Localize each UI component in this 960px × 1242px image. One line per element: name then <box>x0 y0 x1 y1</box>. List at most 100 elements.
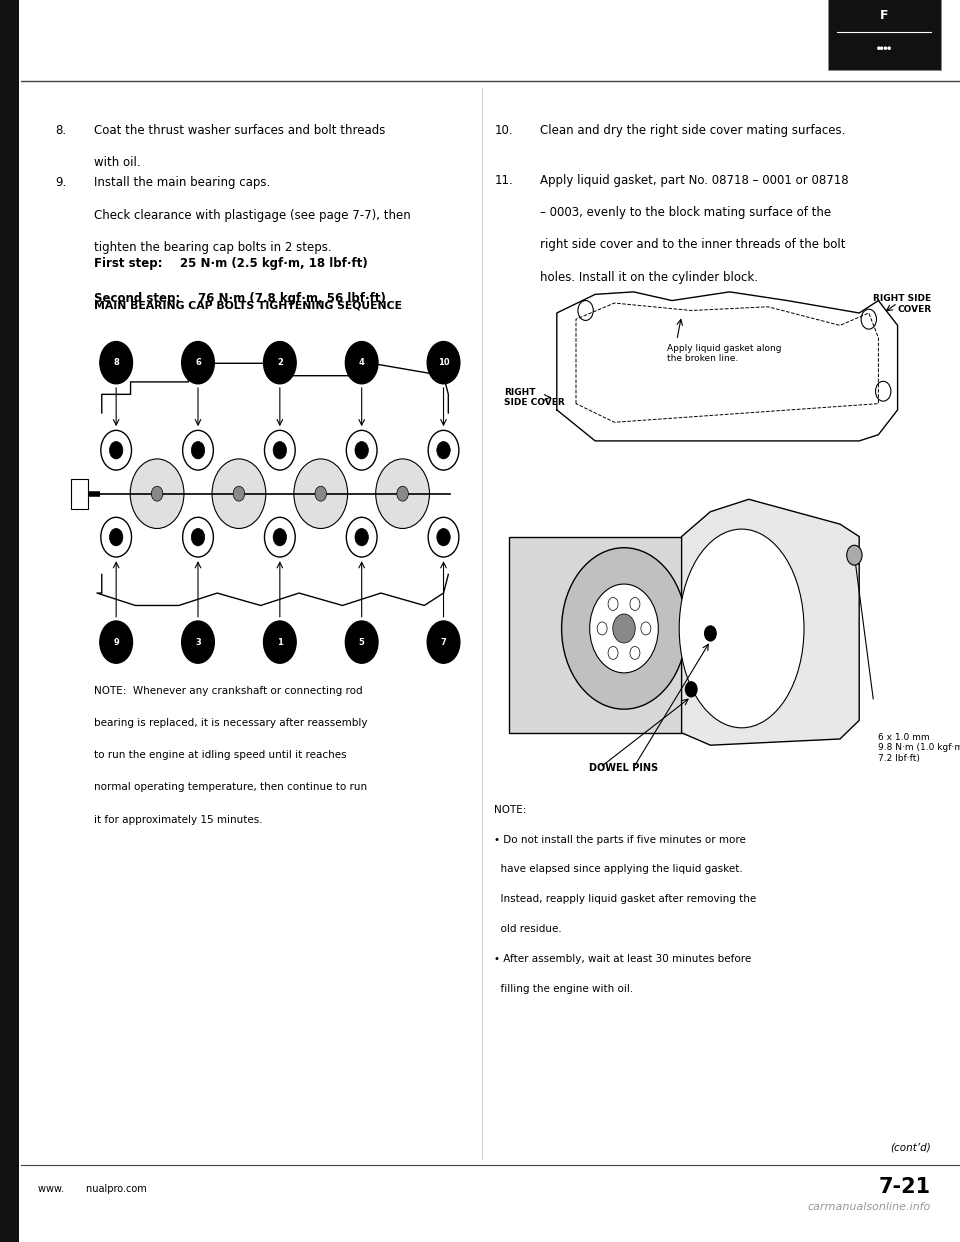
Text: 9.: 9. <box>56 176 67 189</box>
Circle shape <box>630 647 640 660</box>
Text: DOWEL PINS: DOWEL PINS <box>589 763 659 773</box>
Text: RIGHT SIDE
COVER: RIGHT SIDE COVER <box>873 294 931 314</box>
Text: NOTE:: NOTE: <box>494 805 527 815</box>
Circle shape <box>608 597 618 610</box>
Circle shape <box>263 621 296 663</box>
Circle shape <box>100 342 132 384</box>
Circle shape <box>685 682 697 697</box>
Bar <box>71 478 88 509</box>
Bar <box>499 288 936 472</box>
Circle shape <box>630 597 640 610</box>
Circle shape <box>427 342 460 384</box>
Text: normal operating temperature, then continue to run: normal operating temperature, then conti… <box>94 782 368 792</box>
Text: 11.: 11. <box>494 174 514 186</box>
Bar <box>509 537 701 733</box>
Text: 3: 3 <box>195 637 201 647</box>
Text: First step:: First step: <box>94 257 162 270</box>
Text: 2: 2 <box>276 358 283 368</box>
Bar <box>499 487 936 782</box>
Text: Check clearance with plastigage (see page 7-7), then: Check clearance with plastigage (see pag… <box>94 209 411 221</box>
Text: Coat the thrust washer surfaces and bolt threads: Coat the thrust washer surfaces and bolt… <box>94 124 386 137</box>
Text: 7-21: 7-21 <box>879 1177 931 1197</box>
Circle shape <box>612 614 636 643</box>
Text: 6 x 1.0 mm
9.8 N·m (1.0 kgf·m,
7.2 lbf·ft): 6 x 1.0 mm 9.8 N·m (1.0 kgf·m, 7.2 lbf·f… <box>878 733 960 763</box>
Circle shape <box>181 621 214 663</box>
Text: Instead, reapply liquid gasket after removing the: Instead, reapply liquid gasket after rem… <box>494 894 756 904</box>
Circle shape <box>396 486 408 501</box>
Text: tighten the bearing cap bolts in 2 steps.: tighten the bearing cap bolts in 2 steps… <box>94 241 332 253</box>
Text: 10.: 10. <box>494 124 513 137</box>
Text: NOTE:  Whenever any crankshaft or connecting rod: NOTE: Whenever any crankshaft or connect… <box>94 686 363 696</box>
Circle shape <box>109 441 123 458</box>
Text: with oil.: with oil. <box>94 156 141 169</box>
Text: Second step:: Second step: <box>94 292 180 304</box>
Circle shape <box>263 342 296 384</box>
Text: 10: 10 <box>438 358 449 368</box>
Circle shape <box>191 441 204 458</box>
Circle shape <box>181 342 214 384</box>
Text: Apply liquid gasket along
the broken line.: Apply liquid gasket along the broken lin… <box>667 344 781 364</box>
Text: 6: 6 <box>195 358 201 368</box>
Text: carmanualsonline.info: carmanualsonline.info <box>808 1202 931 1212</box>
Text: to run the engine at idling speed until it reaches: to run the engine at idling speed until … <box>94 750 347 760</box>
Text: RIGHT
SIDE COVER: RIGHT SIDE COVER <box>504 388 564 407</box>
Text: have elapsed since applying the liquid gasket.: have elapsed since applying the liquid g… <box>494 864 743 874</box>
Text: (cont’d): (cont’d) <box>891 1143 931 1153</box>
Circle shape <box>233 486 245 501</box>
Polygon shape <box>682 499 859 745</box>
Text: • Do not install the parts if five minutes or more: • Do not install the parts if five minut… <box>494 835 746 845</box>
Circle shape <box>109 529 123 545</box>
Bar <box>0 0 19 1242</box>
Ellipse shape <box>679 529 804 728</box>
Circle shape <box>152 486 163 501</box>
Text: bearing is replaced, it is necessary after reassembly: bearing is replaced, it is necessary aft… <box>94 718 368 728</box>
Circle shape <box>273 529 286 545</box>
Circle shape <box>847 545 862 565</box>
Circle shape <box>427 621 460 663</box>
Circle shape <box>346 342 378 384</box>
Text: Clean and dry the right side cover mating surfaces.: Clean and dry the right side cover matin… <box>540 124 846 137</box>
Circle shape <box>346 621 378 663</box>
Circle shape <box>705 626 716 641</box>
Bar <box>828 0 941 70</box>
Circle shape <box>355 529 369 545</box>
Text: 8: 8 <box>113 358 119 368</box>
Circle shape <box>608 647 618 660</box>
Text: ●●●●: ●●●● <box>876 46 892 51</box>
Text: 5: 5 <box>359 637 365 647</box>
Circle shape <box>562 548 686 709</box>
Bar <box>63 348 458 664</box>
Text: filling the engine with oil.: filling the engine with oil. <box>494 984 634 994</box>
Text: it for approximately 15 minutes.: it for approximately 15 minutes. <box>94 815 263 825</box>
Circle shape <box>375 458 429 529</box>
Circle shape <box>273 441 286 458</box>
Text: Apply liquid gasket, part No. 08718 – 0001 or 08718: Apply liquid gasket, part No. 08718 – 00… <box>540 174 849 186</box>
Text: – 0003, evenly to the block mating surface of the: – 0003, evenly to the block mating surfa… <box>540 206 831 219</box>
Circle shape <box>597 622 607 635</box>
Circle shape <box>437 441 450 458</box>
Circle shape <box>100 621 132 663</box>
Text: • After assembly, wait at least 30 minutes before: • After assembly, wait at least 30 minut… <box>494 954 752 964</box>
Text: 76 N·m (7.8 kgf·m, 56 lbf·ft): 76 N·m (7.8 kgf·m, 56 lbf·ft) <box>198 292 386 304</box>
Text: 1: 1 <box>276 637 283 647</box>
Circle shape <box>315 486 326 501</box>
Circle shape <box>641 622 651 635</box>
Circle shape <box>355 441 369 458</box>
Text: holes. Install it on the cylinder block.: holes. Install it on the cylinder block. <box>540 271 758 283</box>
Text: 4: 4 <box>359 358 365 368</box>
Circle shape <box>589 584 659 673</box>
Circle shape <box>212 458 266 529</box>
Circle shape <box>191 529 204 545</box>
Text: 9: 9 <box>113 637 119 647</box>
Circle shape <box>294 458 348 529</box>
Text: right side cover and to the inner threads of the bolt: right side cover and to the inner thread… <box>540 238 846 251</box>
Text: 25 N·m (2.5 kgf·m, 18 lbf·ft): 25 N·m (2.5 kgf·m, 18 lbf·ft) <box>180 257 369 270</box>
Circle shape <box>437 529 450 545</box>
Text: old residue.: old residue. <box>494 924 563 934</box>
Text: F: F <box>880 10 888 22</box>
Text: 7: 7 <box>441 637 446 647</box>
Text: www.       nualpro.com: www. nualpro.com <box>38 1184 147 1194</box>
Circle shape <box>131 458 184 529</box>
Text: MAIN BEARING CAP BOLTS TIGHTENING SEQUENCE: MAIN BEARING CAP BOLTS TIGHTENING SEQUEN… <box>94 301 402 310</box>
Text: 8.: 8. <box>56 124 67 137</box>
